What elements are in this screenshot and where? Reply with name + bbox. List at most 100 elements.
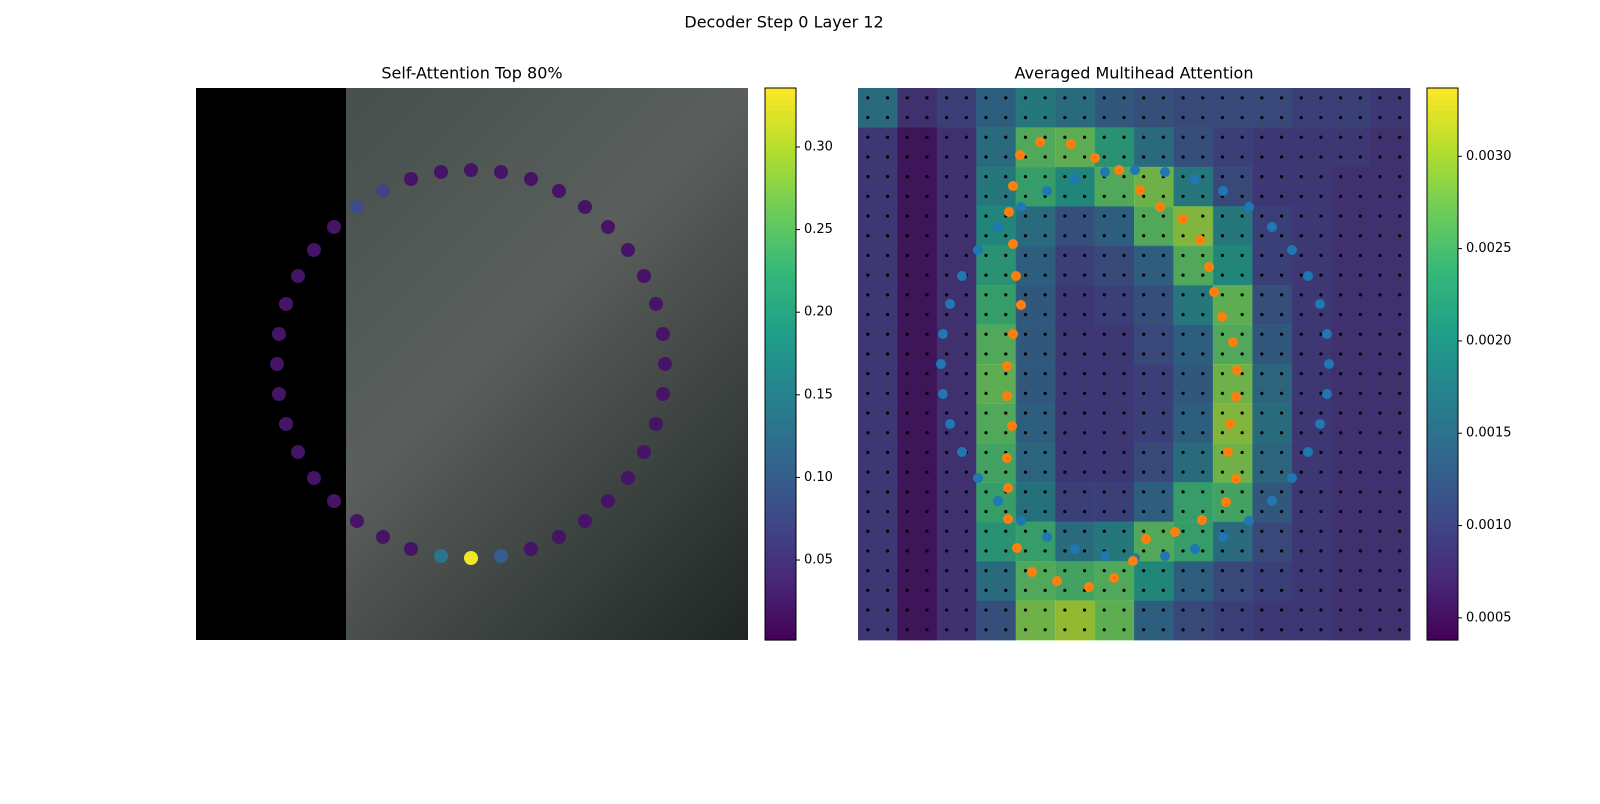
colorbar-gradient xyxy=(1427,341,1458,349)
colorbar-gradient xyxy=(1427,297,1458,304)
colorbar-gradient xyxy=(1427,524,1458,531)
dot-grid xyxy=(858,88,1410,640)
colorbar-gradient xyxy=(1427,546,1458,553)
point xyxy=(327,494,341,508)
point xyxy=(993,222,1003,232)
colorbar-gradient xyxy=(765,93,796,100)
colorbar-gradient xyxy=(765,209,796,216)
point xyxy=(1195,235,1205,245)
colorbar-gradient xyxy=(765,479,796,487)
colorbar-gradient xyxy=(765,319,796,326)
point xyxy=(1011,271,1021,281)
colorbar-gradient xyxy=(1427,568,1458,575)
point xyxy=(1204,262,1214,272)
colorbar-gradient xyxy=(1427,485,1458,492)
colorbar-gradient xyxy=(1427,165,1458,172)
colorbar-gradient xyxy=(765,380,796,387)
colorbar-gradient xyxy=(765,364,796,371)
colorbar-gradient xyxy=(1427,502,1458,509)
colorbar-gradient xyxy=(765,513,796,520)
colorbar-gradient xyxy=(1427,402,1458,409)
right-panel: Averaged Multihead Attention 0.0005 0.0010… xyxy=(858,64,1512,641)
colorbar-gradient xyxy=(1427,579,1458,586)
point xyxy=(945,299,955,309)
colorbar-gradient xyxy=(1427,380,1458,387)
point xyxy=(291,445,305,459)
point xyxy=(1109,573,1119,583)
point xyxy=(973,245,983,255)
colorbar-gradient xyxy=(1427,330,1458,337)
point xyxy=(1303,447,1313,457)
point xyxy=(1232,365,1242,375)
colorbar-gradient xyxy=(1427,154,1458,161)
colorbar-gradient xyxy=(765,347,796,354)
point xyxy=(1004,207,1014,217)
point xyxy=(1008,239,1018,249)
colorbar-gradient xyxy=(1427,286,1458,293)
colorbar-gradient xyxy=(1427,110,1458,117)
colorbar-gradient xyxy=(765,579,796,586)
point xyxy=(936,359,946,369)
colorbar-gradient xyxy=(765,187,796,194)
colorbar-gradient xyxy=(1427,319,1458,326)
colorbar-gradient xyxy=(1427,452,1458,459)
point xyxy=(404,542,418,556)
colorbar-gradient xyxy=(1427,214,1458,222)
colorbar-gradient xyxy=(1427,551,1458,558)
colorbar-gradient xyxy=(1427,148,1458,155)
colorbar-gradient xyxy=(765,623,796,630)
colorbar-gradient xyxy=(765,435,796,442)
point xyxy=(1090,153,1100,163)
point xyxy=(649,417,663,431)
point xyxy=(1221,497,1231,507)
colorbar-gradient xyxy=(765,612,796,619)
colorbar-gradient xyxy=(765,181,796,188)
colorbar-gradient xyxy=(765,419,796,426)
point xyxy=(524,542,538,556)
colorbar-gradient xyxy=(1427,358,1458,365)
colorbar-gradient xyxy=(1427,115,1458,122)
colorbar-gradient xyxy=(1427,121,1458,128)
panel-title: Self-Attention Top 80% xyxy=(381,64,562,83)
colorbar-gradient xyxy=(1427,347,1458,354)
colorbar-gradient xyxy=(765,452,796,459)
colorbar-gradient xyxy=(765,137,796,144)
point xyxy=(1178,214,1188,224)
colorbar-gradient xyxy=(765,352,796,360)
colorbar-gradient xyxy=(765,562,796,569)
colorbar-gradient xyxy=(765,220,796,227)
colorbar-gradient xyxy=(1427,468,1458,475)
colorbar-gradient xyxy=(765,99,796,106)
colorbar-gradient xyxy=(765,524,796,531)
colorbar-gradient xyxy=(1427,628,1458,636)
point xyxy=(464,163,478,177)
colorbar-gradient xyxy=(765,292,796,299)
colorbar-gradient xyxy=(1427,143,1458,150)
colorbar-gradient xyxy=(765,259,796,266)
point xyxy=(1003,514,1013,524)
colorbar-gradient xyxy=(765,214,796,222)
colorbar-gradient xyxy=(765,242,796,249)
point xyxy=(1190,174,1200,184)
colorbar-gradient xyxy=(1427,231,1458,238)
colorbar-gradient xyxy=(765,617,796,625)
colorbar-gradient xyxy=(1427,226,1458,233)
point xyxy=(1084,582,1094,592)
colorbar-gradient xyxy=(1427,535,1458,542)
colorbar-gradient xyxy=(1427,490,1458,498)
colorbar-gradient xyxy=(1427,281,1458,288)
colorbar-gradient xyxy=(765,248,796,255)
colorbar-gradient xyxy=(1427,496,1458,503)
colorbar-gradient xyxy=(765,595,796,602)
point xyxy=(957,447,967,457)
colorbar-gradient xyxy=(765,286,796,293)
point xyxy=(1155,202,1165,212)
point xyxy=(1042,186,1052,196)
colorbar-gradient xyxy=(765,468,796,475)
colorbar-gradient xyxy=(765,375,796,382)
colorbar-gradient xyxy=(1427,303,1458,310)
colorbar-gradient xyxy=(765,402,796,409)
colorbar-gradient xyxy=(1427,126,1458,133)
point xyxy=(376,530,390,544)
colorbar-gradient xyxy=(1427,203,1458,211)
